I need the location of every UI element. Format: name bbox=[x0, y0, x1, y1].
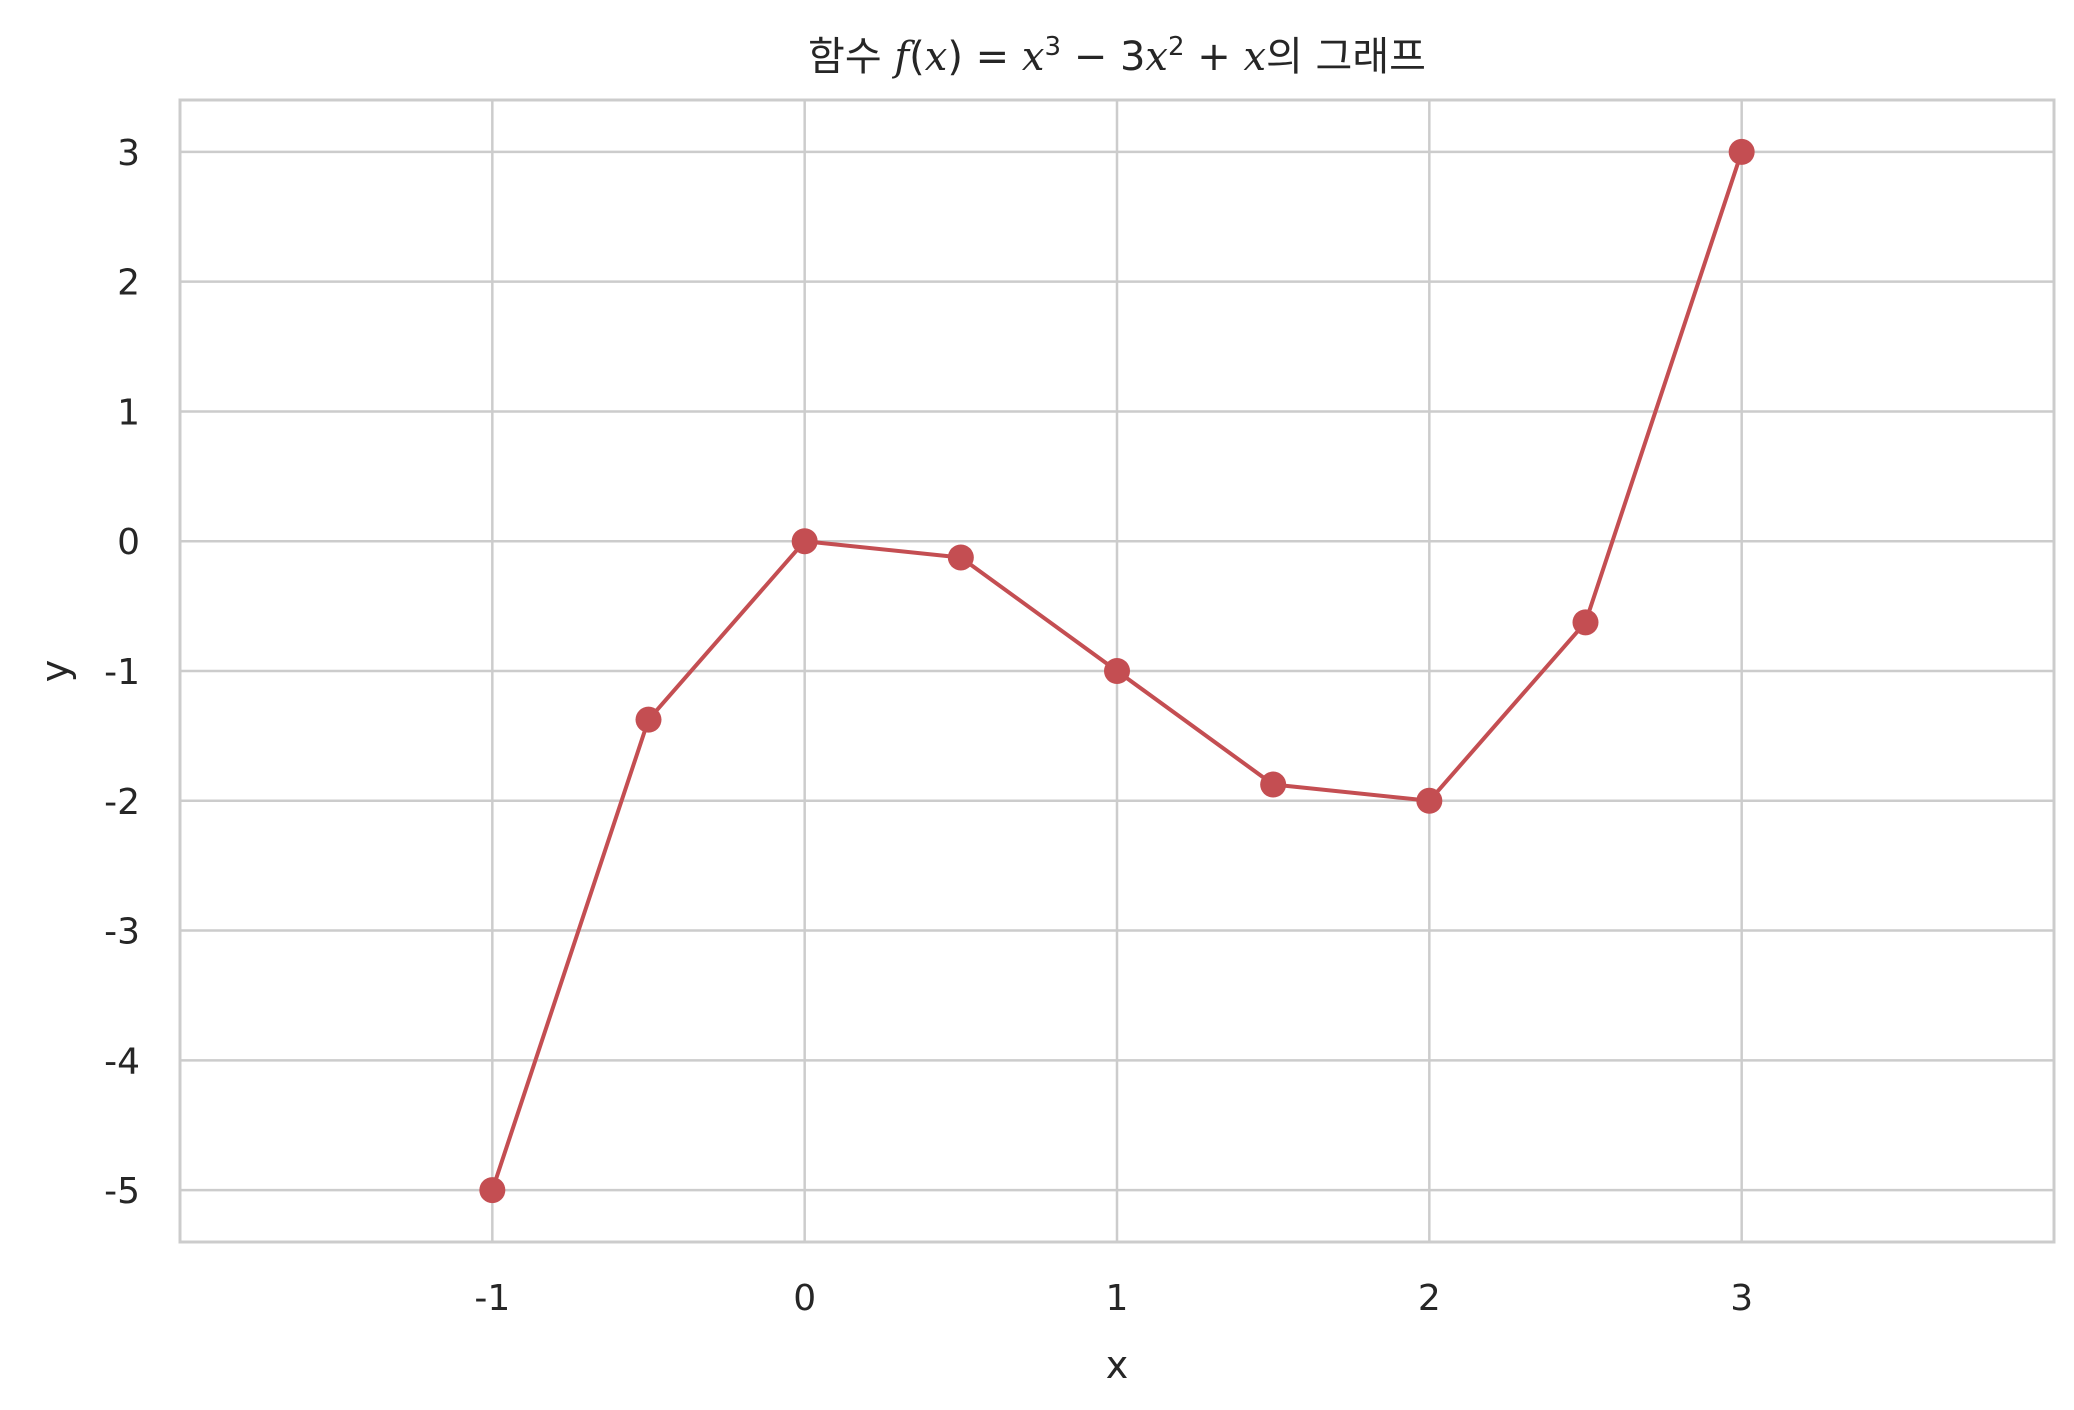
y-tick-label: -2 bbox=[104, 782, 140, 823]
plot-frame bbox=[178, 98, 2056, 1244]
grid bbox=[180, 100, 2054, 1242]
series-layer bbox=[479, 138, 1755, 1204]
y-tick-label: -4 bbox=[104, 1041, 140, 1082]
data-point bbox=[479, 1177, 506, 1204]
tick-labels: -1 0 1 2 3 3 2 1 0 -1 -2 -3 -4 -5 bbox=[104, 133, 1753, 1319]
y-tick-label: 1 bbox=[117, 392, 140, 433]
data-point bbox=[791, 528, 818, 555]
chart-title: 함수 f(x) = x3 − 3x2 + x의 그래프 bbox=[808, 32, 1426, 80]
data-point bbox=[947, 544, 974, 571]
x-tick-label: 0 bbox=[793, 1278, 816, 1319]
y-tick-label: 2 bbox=[117, 263, 140, 304]
x-tick-label: 1 bbox=[1106, 1278, 1129, 1319]
y-tick-label: -3 bbox=[104, 912, 140, 953]
x-tick-label: -1 bbox=[474, 1278, 510, 1319]
data-point bbox=[1572, 609, 1599, 636]
data-point bbox=[1416, 787, 1443, 814]
x-tick-label: 2 bbox=[1418, 1278, 1441, 1319]
y-tick-label: 0 bbox=[117, 522, 140, 563]
y-axis-label: y bbox=[33, 660, 77, 683]
data-point bbox=[1104, 658, 1130, 684]
data-point bbox=[635, 706, 662, 733]
x-axis-label: x bbox=[1106, 1343, 1129, 1387]
data-point bbox=[1260, 771, 1287, 798]
y-tick-label: -5 bbox=[104, 1171, 140, 1212]
data-point bbox=[1728, 138, 1755, 165]
y-tick-label: -1 bbox=[104, 652, 140, 693]
y-tick-label: 3 bbox=[117, 133, 140, 174]
x-tick-label: 3 bbox=[1730, 1278, 1753, 1319]
